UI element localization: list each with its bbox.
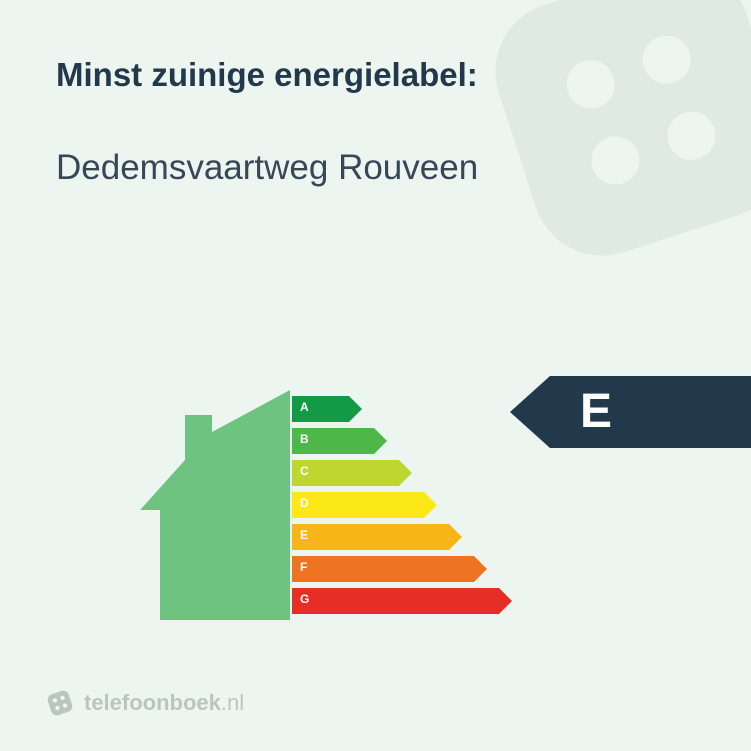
energy-bar-b: B [292,428,512,454]
footer-text: telefoonboek.nl [84,690,244,716]
energy-bar-d: D [292,492,512,518]
location-name: Dedemsvaartweg Rouveen [56,148,695,188]
page-title: Minst zuinige energielabel: [56,56,695,94]
energy-bar-label: F [300,560,307,574]
energy-bar-label: G [300,592,309,606]
energy-bar-label: D [300,496,309,510]
energy-bar-g: G [292,588,512,614]
energy-bar-f: F [292,556,512,582]
energy-bar-c: C [292,460,512,486]
footer-brand: telefoonboek.nl [46,689,244,717]
energy-bar-e: E [292,524,512,550]
rating-badge: E [510,376,751,453]
energy-bar-label: B [300,432,309,446]
footer-brand-suffix: .nl [221,690,244,715]
energy-bar-label: A [300,400,309,414]
energy-bar-a: A [292,396,512,422]
energy-bar-label: C [300,464,309,478]
energy-bars: A B C D E F G [292,396,512,620]
footer-brand-bold: telefoonboek [84,690,221,715]
energy-bar-label: E [300,528,308,542]
footer-logo-icon [46,689,74,717]
rating-letter: E [580,384,612,439]
house-icon [140,380,300,630]
